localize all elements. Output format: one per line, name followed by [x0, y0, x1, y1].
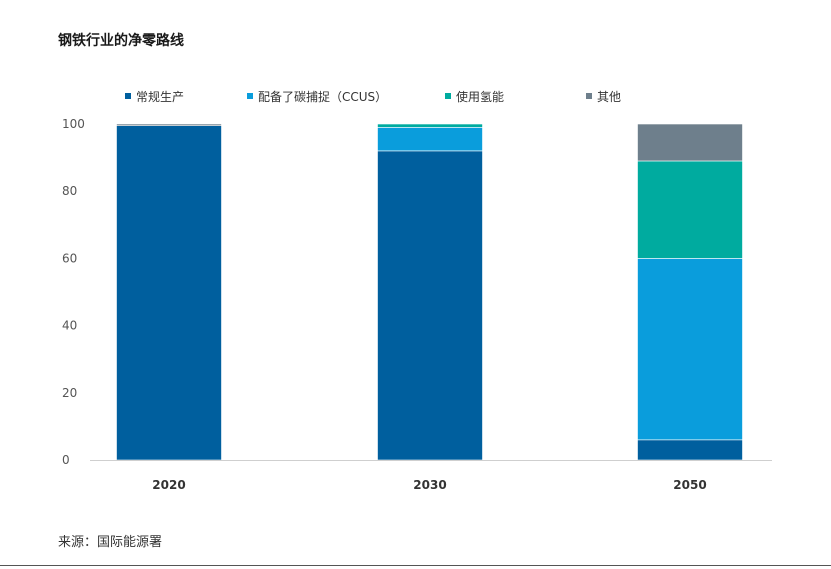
legend-swatch-2 — [445, 93, 451, 99]
legend-label-0: 常规生产 — [136, 89, 184, 104]
source-note: 来源：国际能源署 — [58, 535, 163, 550]
legend: 常规生产 配备了碳捕捉（CCUS） 使用氢能 其他 — [125, 89, 621, 104]
bar-2020-series-3 — [116, 123, 222, 126]
y-tick-label-1: 20 — [62, 386, 77, 400]
bar-2020-series-0 — [116, 125, 222, 461]
bar-2050-series-3 — [637, 123, 743, 162]
legend-label-1: 配备了碳捕捉（CCUS） — [258, 89, 387, 104]
bar-2050-series-1 — [637, 258, 743, 441]
legend-swatch-3 — [586, 93, 592, 99]
y-tick-label-3: 60 — [62, 251, 77, 265]
bar-2030-series-2 — [377, 123, 483, 128]
chart-title: 钢铁行业的净零路线 — [58, 33, 184, 49]
y-tick-label-4: 80 — [62, 184, 77, 198]
legend-label-3: 其他 — [597, 90, 621, 104]
x-tick-label-2030: 2030 — [413, 478, 446, 492]
y-tick-label-5: 100 — [62, 117, 85, 131]
bar-2050-series-2 — [637, 160, 743, 259]
bar-2030-series-1 — [377, 127, 483, 152]
y-tick-label-0: 0 — [62, 453, 70, 467]
legend-swatch-0 — [125, 93, 131, 99]
bottom-divider — [0, 565, 831, 566]
legend-label-2: 使用氢能 — [456, 89, 504, 104]
y-tick-label-2: 40 — [62, 319, 77, 333]
bars — [116, 123, 743, 461]
stacked-bar-chart: 常规生产 配备了碳捕捉（CCUS） 使用氢能 其他 0 20 40 60 80 100 2020… — [62, 89, 772, 492]
bar-2050-series-0 — [637, 439, 743, 461]
x-tick-label-2020: 2020 — [152, 478, 185, 492]
bar-2030-series-0 — [377, 150, 483, 461]
legend-swatch-1 — [247, 93, 253, 99]
y-axis: 0 20 40 60 80 100 — [62, 117, 85, 467]
x-axis: 2020 2030 2050 — [152, 478, 706, 492]
x-tick-label-2050: 2050 — [673, 478, 706, 492]
